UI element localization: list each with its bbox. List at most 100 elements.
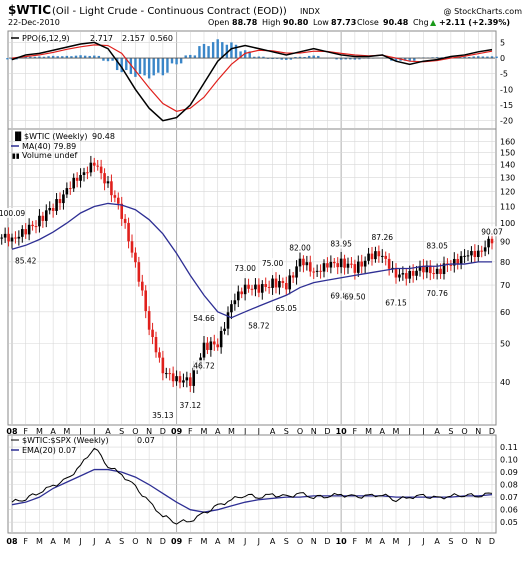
exchange-label: INDX [300,7,321,16]
price-bar [106,176,110,188]
price-annotation: 35.13 [151,409,174,420]
x-tick-label: A [50,537,56,546]
price-bar-body [96,165,100,167]
ma-legend: MA(40) 79.89 [22,142,76,151]
price-bar-body [260,284,264,293]
price-y-tick: 160 [500,137,515,146]
price-bar-body [202,342,206,358]
price-bar [154,331,158,358]
price-bar [62,190,65,210]
chg-label: Chg [413,18,429,27]
price-bar-body [144,290,148,312]
price-bar [398,268,401,282]
annotation-label: 69.81 [330,292,352,301]
price-bar [58,192,62,210]
price-bar-body [137,262,141,282]
price-bar-body [466,255,470,257]
x-tick-label: M [201,537,208,546]
annotation-label: 90.07 [481,227,503,236]
price-bar [127,217,130,249]
price-bar [79,168,82,188]
price-bar-body [68,188,72,190]
ppo-y-tick: 0 [500,54,505,63]
high-value: 90.80 [283,18,309,27]
price-bar-body [243,284,247,295]
price-bar-body [151,329,154,338]
x-tick-label: 10 [336,537,348,546]
price-bar-body [281,281,285,283]
ppo-legend: PPO(6,12,9) 2.717 2.157 0.560 [11,34,173,43]
price-bar-body [442,263,446,275]
price-bar [0,234,4,245]
ppo-histogram-bar [115,58,119,71]
annotation-label: 69.50 [344,292,366,301]
price-bar [356,255,360,277]
price-annotation: 75.00 [261,258,284,269]
price-y-tick: 130 [500,174,515,183]
price-bar-body [459,256,463,265]
x-tick-label: O [297,537,303,546]
annotation-box [289,242,311,253]
x-tick-label: J [78,427,81,436]
price-legend: ▐▌ $WTIC (Weekly) 90.48 MA(40) 79.89 ▮▮ … [11,131,115,160]
high-label: High [262,18,280,27]
ppo-histogram-bar [97,55,101,59]
ppo-histogram-bar [38,56,41,59]
ratio-grid [9,436,495,532]
price-bar [264,277,268,292]
price-bar [315,264,319,277]
price-bar [20,225,24,243]
ppo-histogram-bar [271,58,274,60]
x-tick-label: D [489,537,495,546]
ppo-histogram-bar [125,58,128,71]
price-bar [86,166,89,180]
price-bar [226,306,230,336]
quote-line: Open 88.78 High 90.80 Low 87.73 Close 90… [208,18,510,27]
price-bar [422,259,425,280]
price-bar-body [171,373,175,382]
x-tick-label: F [353,537,358,546]
price-bar-body [65,188,69,195]
price-bar-body [415,270,418,276]
price-y-tick: 140 [500,161,515,170]
x-tick-label: A [270,427,276,436]
price-y-tick: 40 [500,378,510,387]
price-bar [209,337,213,357]
ratio-y-tick: 0.09 [500,468,518,477]
price-bar-body [99,166,103,174]
price-bar [476,245,480,262]
x-tick-label: N [475,427,481,436]
ratio-y-axis: 0.11 0.10 0.09 0.08 0.07 0.06 0.05 [500,443,518,527]
x-tick-label: S [284,427,289,436]
ppo-histogram-bar [477,56,480,59]
ppo-histogram-bar [435,57,439,59]
ppo-histogram-bar [243,50,247,59]
price-bar [377,245,381,263]
price-bar [7,227,10,247]
price-bar-body [24,229,28,235]
ppo-histogram-bar [221,42,224,59]
price-bar [274,272,278,294]
price-bar-body [240,291,244,295]
ppo-signal-line [11,44,493,112]
price-panel: 100.09 85.42 35.13 37.12 46.72 54.66 73.00 58.7… [0,128,515,436]
ppo-histogram-bar [88,55,91,59]
annotation-label: 87.26 [372,233,394,242]
ppo-legend-value: 2.717 [90,34,113,43]
annotation-label: 83.95 [330,239,352,248]
price-bar-body [322,263,326,272]
annotation-box [385,297,407,308]
price-bar-body [185,377,189,381]
x-tick-label: A [380,427,386,436]
ppo-histogram-bar [166,58,169,73]
price-bar [34,220,38,234]
ppo-histogram-bar [24,56,27,59]
price-bar [387,253,391,276]
price-annotation: 58.72 [247,320,270,331]
x-tick-label: A [434,427,440,436]
price-bar-body [48,207,52,211]
price-bar-body [490,238,494,244]
x-tick-label: M [393,537,400,546]
x-tick-label: J [92,427,95,436]
x-tick-label: S [119,537,124,546]
